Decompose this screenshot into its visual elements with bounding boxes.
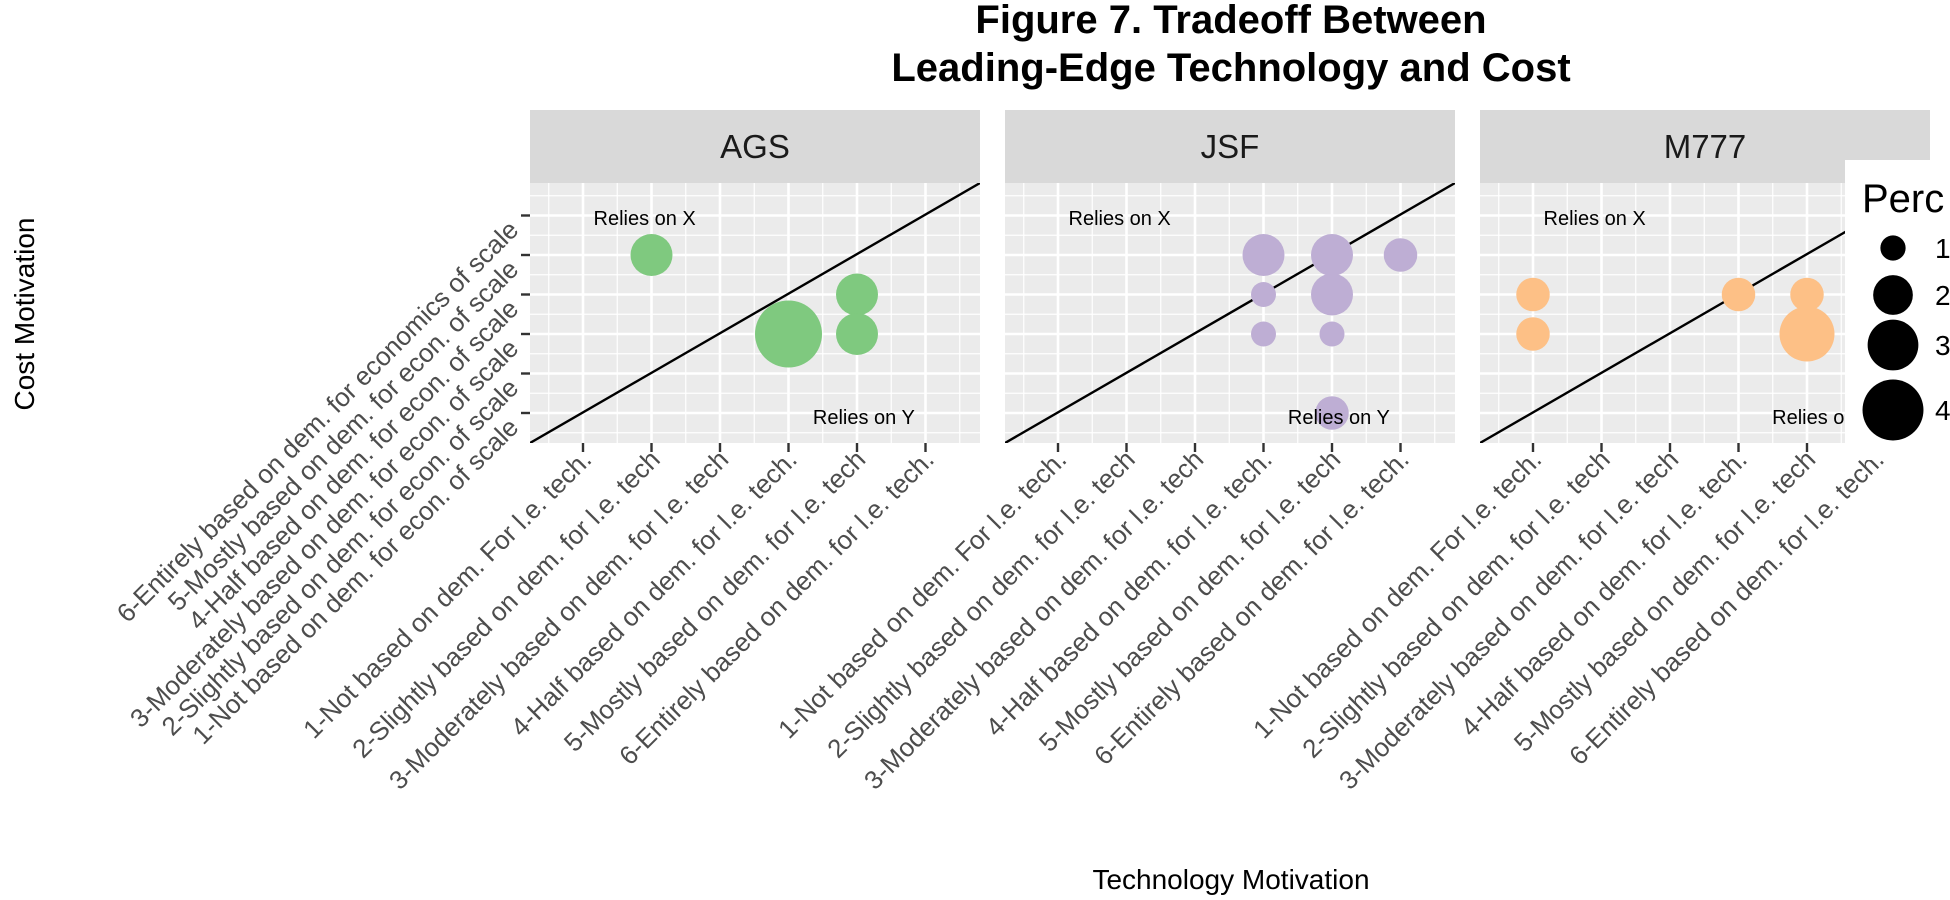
data-point: [1790, 277, 1824, 312]
data-point: [1721, 277, 1756, 312]
annotation-relies-on-x: Relies on X: [594, 208, 696, 230]
x-axis-title: Technology Motivation: [1092, 864, 1369, 895]
data-point: [1779, 306, 1835, 362]
chart-title-line-1: Figure 7. Tradeoff Between: [975, 0, 1486, 42]
y-axis-title: Cost Motivation: [9, 218, 40, 411]
data-point: [1311, 234, 1353, 276]
data-point: [755, 300, 822, 368]
legend-label: 2: [1935, 280, 1950, 311]
reference-line: [1005, 183, 1455, 443]
reference-line: [1480, 230, 1845, 443]
legend-label: 4: [1935, 395, 1950, 426]
facet-strip: [530, 110, 980, 183]
legend-label: 3: [1935, 330, 1950, 361]
size-legend: Perc 1 2 3 4: [1845, 160, 1950, 460]
legend-key: [1867, 319, 1919, 371]
data-point: [1516, 317, 1550, 351]
x-tick-label: 6-Entirely based on dem. for l.e. tech.: [1563, 444, 1890, 771]
data-point: [1251, 321, 1276, 347]
reference-line: [530, 183, 980, 443]
legend-key: [1880, 235, 1906, 261]
data-point: [1315, 396, 1349, 430]
annotation-relies-on-y: Relies on Y: [813, 407, 915, 429]
data-point: [630, 234, 673, 276]
legend-key: [1862, 379, 1924, 441]
data-point: [1242, 234, 1285, 276]
y-tick-labels: 1-Not based on dem. for econ. of scale2-…: [111, 214, 530, 750]
annotation-relies-on-y: Relies on: [1772, 407, 1855, 429]
annotation-relies-on-x: Relies on X: [1069, 208, 1171, 230]
annotation-relies-on-x: Relies on X: [1544, 208, 1646, 230]
data-point: [1251, 282, 1276, 307]
data-point: [836, 313, 878, 355]
chart-title-line-2: Leading-Edge Technology and Cost: [891, 46, 1570, 90]
panel-plot-area: Relies on X: [1480, 183, 1845, 443]
data-point: [1516, 277, 1550, 312]
panel-plot-area: Relies on X: [530, 183, 980, 443]
facet-label: JSF: [1201, 128, 1260, 165]
legend-title: Perc: [1862, 177, 1944, 221]
facet-label: M777: [1664, 128, 1747, 165]
legend-label: 1: [1935, 233, 1950, 264]
data-point: [1311, 273, 1353, 316]
data-point: [836, 273, 878, 316]
panel-plot-area: Relies on X: [1005, 183, 1455, 443]
annotation-relies-on-y: Relies on Y: [1288, 407, 1390, 429]
data-point: [1383, 238, 1418, 272]
facet-strip: [1005, 110, 1455, 183]
facet-label: AGS: [720, 128, 790, 165]
legend-key: [1873, 275, 1913, 315]
data-point: [1319, 321, 1345, 347]
legend-keys: 1 2 3 4: [1862, 233, 1950, 441]
